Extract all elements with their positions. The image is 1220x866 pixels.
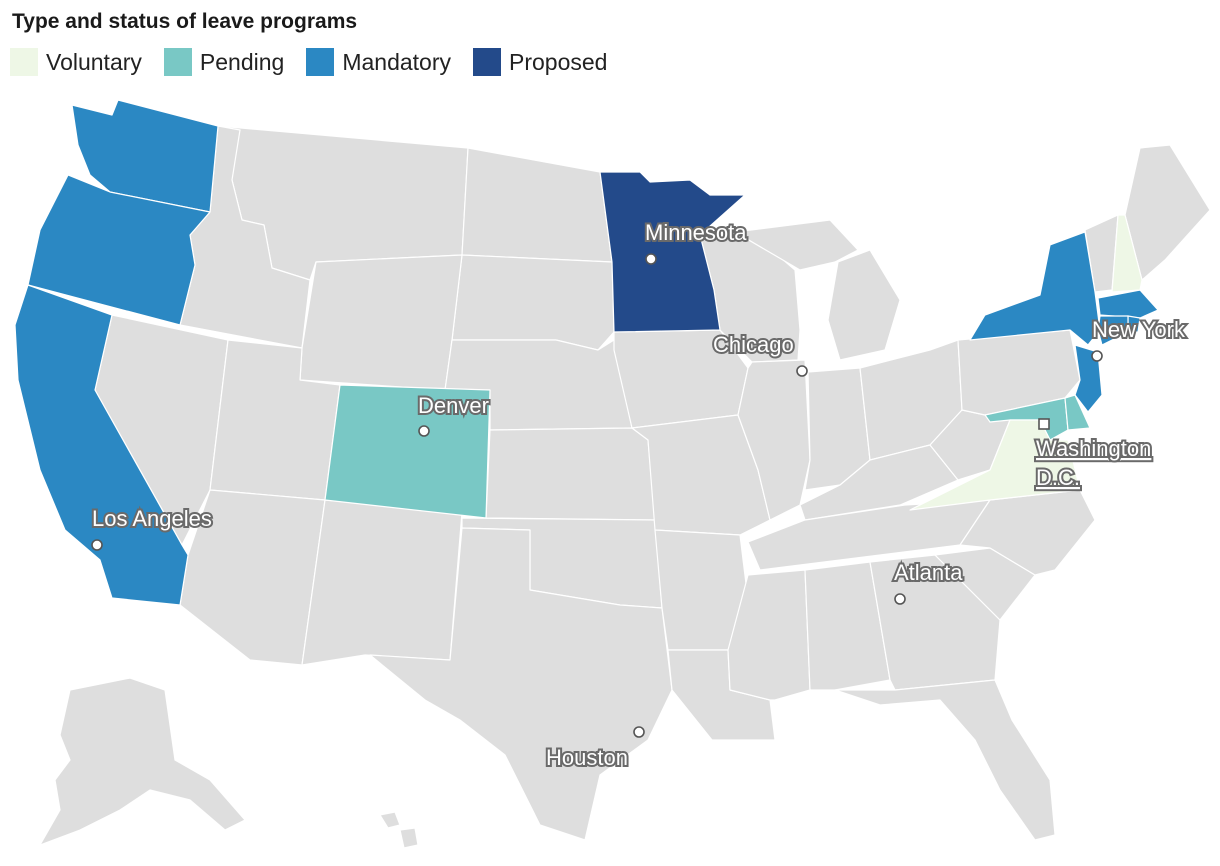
legend-label-voluntary: Voluntary: [46, 48, 142, 75]
state-colorado[interactable]: [324, 384, 491, 519]
city-markers: [91, 253, 1103, 738]
city-labels: Minnesota Chicago New York Denver Washin…: [90, 218, 1188, 772]
states-default: [94, 125, 1211, 841]
state-florida[interactable]: [834, 679, 1056, 841]
state-new-hampshire[interactable]: [1111, 214, 1143, 293]
state-oregon[interactable]: [27, 174, 211, 326]
city-marker-atlanta[interactable]: [894, 593, 906, 605]
city-label-atlanta: Atlanta: [894, 560, 963, 585]
city-label-denver: Denver: [418, 393, 489, 418]
city-marker-minnesota[interactable]: [645, 253, 657, 265]
state-kansas[interactable]: [485, 427, 656, 521]
city-marker-new-york[interactable]: [1091, 350, 1103, 362]
city-label-new-york: New York: [1092, 317, 1186, 342]
states-proposed: [599, 171, 746, 333]
city-label-washington-dc: D.C.: [1036, 465, 1080, 490]
state-connecticut[interactable]: [1097, 315, 1129, 346]
city-marker-houston[interactable]: [633, 726, 645, 738]
state-new-mexico[interactable]: [301, 499, 463, 666]
legend: Voluntary Pending Mandatory Proposed: [10, 46, 629, 78]
city-marker-washington[interactable]: [1038, 418, 1050, 430]
state-north-dakota[interactable]: [461, 147, 613, 263]
city-label-los-angeles: Los Angeles: [92, 506, 212, 531]
state-wyoming[interactable]: [299, 254, 463, 391]
legend-label-mandatory: Mandatory: [342, 48, 451, 75]
legend-item-mandatory[interactable]: Mandatory: [306, 48, 451, 76]
states-outlying: [39, 677, 419, 849]
state-alaska[interactable]: [39, 677, 246, 846]
state-new-york[interactable]: [969, 231, 1101, 346]
state-massachusetts[interactable]: [1097, 289, 1159, 319]
legend-label-pending: Pending: [199, 48, 285, 75]
legend-swatch-proposed: [473, 48, 501, 76]
city-label-chicago: Chicago: [713, 332, 794, 357]
state-minnesota[interactable]: [599, 171, 746, 333]
state-virginia[interactable]: [909, 419, 1081, 511]
legend-item-voluntary[interactable]: Voluntary: [10, 48, 142, 76]
chart-title: Type and status of leave programs: [12, 10, 358, 33]
legend-swatch-mandatory: [306, 48, 335, 76]
state-california[interactable]: [14, 284, 189, 606]
city-label-houston: Houston: [546, 745, 628, 770]
legend-label-proposed: Proposed: [509, 48, 608, 75]
state-delaware[interactable]: [1064, 394, 1091, 431]
state-texas[interactable]: [369, 527, 673, 841]
city-label-minnesota: Minnesota: [645, 220, 747, 245]
city-marker-denver[interactable]: [418, 425, 430, 437]
city-marker-los-angeles[interactable]: [91, 539, 103, 551]
states-mandatory: [14, 99, 1159, 606]
state-alabama[interactable]: [804, 561, 891, 691]
states-pending: [324, 384, 1091, 519]
state-illinois[interactable]: [737, 359, 811, 521]
state-hawaii[interactable]: [379, 811, 419, 849]
legend-item-proposed[interactable]: Proposed: [473, 48, 607, 76]
city-marker-chicago[interactable]: [796, 365, 808, 377]
state-michigan[interactable]: [734, 219, 901, 361]
legend-swatch-pending: [163, 48, 192, 76]
states-voluntary: [909, 214, 1143, 511]
city-label-washington: Washington: [1036, 436, 1151, 461]
state-maine[interactable]: [1124, 144, 1211, 281]
legend-item-pending[interactable]: Pending: [163, 48, 285, 76]
state-south-dakota[interactable]: [451, 254, 615, 351]
legend-swatch-voluntary: [10, 48, 38, 76]
